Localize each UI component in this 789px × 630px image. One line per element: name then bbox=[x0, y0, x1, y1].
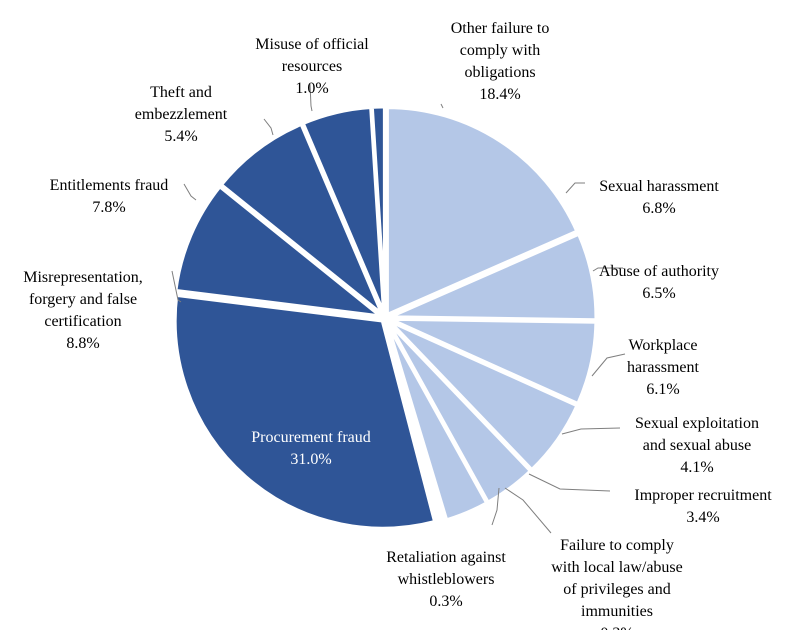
slice-label: Workplace harassment 6.1% bbox=[627, 337, 700, 398]
pie-slice bbox=[369, 104, 387, 317]
slice-label-line: and sexual abuse bbox=[643, 437, 751, 454]
slice-percent: 6.5% bbox=[642, 285, 675, 302]
slice-percent: 5.4% bbox=[164, 128, 197, 145]
slice-percent: 31.0% bbox=[290, 451, 331, 468]
slice-label-line: comply with bbox=[460, 42, 540, 59]
slice-label-line: Failure to comply bbox=[560, 537, 674, 554]
leader-line bbox=[565, 182, 585, 194]
slice-percent: 0.3% bbox=[600, 625, 633, 630]
leader-line bbox=[592, 267, 623, 272]
slice-label-line: with local law/abuse bbox=[551, 559, 683, 576]
slice-label-line: Sexual exploitation bbox=[635, 415, 759, 432]
slice-label: Theft and embezzlement 5.4% bbox=[135, 84, 228, 145]
slice-label-line: Misuse of official bbox=[255, 36, 369, 53]
slice-label: Improper recruitment 3.4% bbox=[634, 487, 772, 526]
slice-percent: 18.4% bbox=[479, 86, 520, 103]
slice-percent: 0.3% bbox=[429, 593, 462, 610]
slice-label-line: Improper recruitment bbox=[634, 487, 772, 504]
slice-label-line: Sexual harassment bbox=[599, 178, 719, 195]
slice-percent: 6.1% bbox=[646, 381, 679, 398]
slice-label: Sexual harassment 6.8% bbox=[599, 178, 719, 217]
slice-label-line: Abuse of authority bbox=[599, 263, 719, 280]
leader-line bbox=[561, 427, 621, 435]
slice-label-line: Misrepresentation, bbox=[23, 269, 143, 286]
leader-line bbox=[591, 353, 626, 377]
leader-lines bbox=[171, 83, 626, 534]
leader-line bbox=[183, 183, 197, 201]
slice-label: Sexual exploitation and sexual abuse 4.1% bbox=[635, 415, 759, 476]
slice-label: Failure to comply with local law/abuse of … bbox=[551, 537, 683, 630]
slice-label-line: Other failure to bbox=[451, 20, 550, 37]
slice-percent: 1.0% bbox=[295, 80, 328, 97]
leader-line bbox=[440, 103, 444, 109]
slice-label: Retaliation against whistleblowers 0.3% bbox=[386, 549, 506, 610]
leader-line bbox=[504, 487, 552, 534]
slice-label-line: Entitlements fraud bbox=[50, 177, 169, 194]
pie-slice bbox=[218, 121, 385, 318]
leader-line bbox=[491, 487, 500, 526]
slice-label-line: certification bbox=[44, 313, 121, 330]
slice-label-line: embezzlement bbox=[135, 106, 228, 123]
pie-slice bbox=[173, 184, 384, 319]
slice-label-line: Workplace bbox=[629, 337, 698, 354]
slice-label-line: harassment bbox=[627, 359, 700, 376]
slice-label-line: Retaliation against bbox=[386, 549, 506, 566]
slice-label: Misrepresentation, forgery and false certi… bbox=[23, 269, 143, 352]
leader-line bbox=[263, 118, 274, 136]
slice-label: Other failure to comply with obligations 18… bbox=[451, 20, 550, 103]
slice-label: Procurement fraud 31.0% bbox=[251, 429, 371, 468]
leader-line bbox=[171, 270, 182, 303]
slice-label: Misuse of official resources 1.0% bbox=[255, 36, 369, 97]
slice-percent: 8.8% bbox=[66, 335, 99, 352]
slice-label: Abuse of authority 6.5% bbox=[599, 263, 719, 302]
slice-label-line: obligations bbox=[464, 64, 535, 81]
slice-label-line: forgery and false bbox=[29, 291, 137, 308]
slice-label-line: Procurement fraud bbox=[251, 429, 371, 446]
slice-label-line: of privileges and bbox=[563, 581, 671, 598]
leader-line bbox=[309, 83, 313, 112]
leader-line bbox=[528, 473, 611, 492]
pie-slice bbox=[172, 292, 438, 531]
pie-slice bbox=[384, 105, 580, 318]
slice-label-line: whistleblowers bbox=[398, 571, 495, 588]
slice-percent: 6.8% bbox=[642, 200, 675, 217]
slice-labels: Other failure to comply with obligations 18… bbox=[23, 20, 772, 630]
slice-percent: 3.4% bbox=[686, 509, 719, 526]
slice-label-line: immunities bbox=[581, 603, 653, 620]
slice-label-line: Theft and bbox=[150, 84, 212, 101]
pie-slices bbox=[172, 104, 599, 531]
slice-percent: 4.1% bbox=[680, 459, 713, 476]
slice-percent: 7.8% bbox=[92, 199, 125, 216]
pie-slice bbox=[383, 319, 445, 525]
slice-label: Entitlements fraud 7.8% bbox=[50, 177, 169, 216]
slice-label-line: resources bbox=[282, 58, 342, 75]
